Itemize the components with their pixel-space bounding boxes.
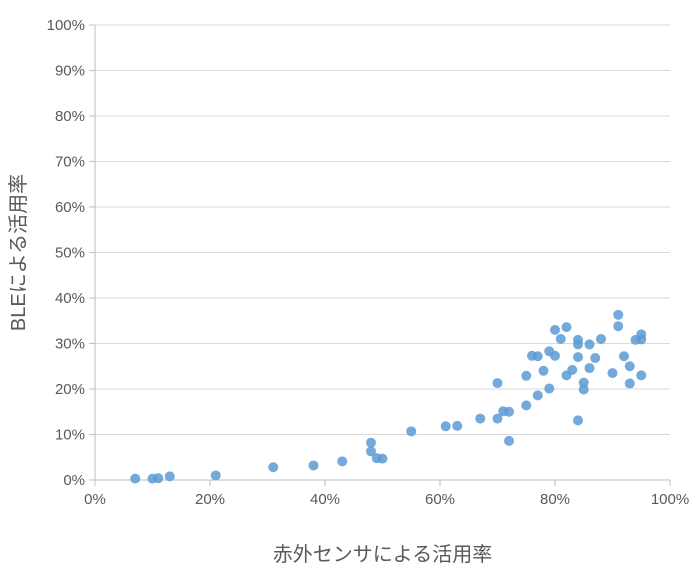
data-point xyxy=(378,454,388,464)
data-point xyxy=(573,352,583,362)
data-point xyxy=(556,334,566,344)
data-point xyxy=(504,436,514,446)
y-tick-label: 20% xyxy=(55,381,85,398)
x-tick-label: 40% xyxy=(310,491,340,508)
y-tick-label: 60% xyxy=(55,199,85,216)
y-tick-label: 70% xyxy=(55,154,85,171)
x-axis-label: 赤外センサによる活用率 xyxy=(273,543,492,566)
data-point xyxy=(619,351,629,361)
data-point xyxy=(521,400,531,410)
data-point xyxy=(406,426,416,436)
x-tick-label: 80% xyxy=(540,491,570,508)
data-point xyxy=(441,421,451,431)
data-point xyxy=(625,361,635,371)
data-point xyxy=(567,365,577,375)
data-point xyxy=(596,334,606,344)
data-point xyxy=(539,366,549,376)
data-point xyxy=(590,353,600,363)
data-point xyxy=(613,321,623,331)
data-point xyxy=(452,421,462,431)
data-point xyxy=(550,351,560,361)
data-point xyxy=(573,415,583,425)
data-point xyxy=(153,473,163,483)
y-tick-label: 0% xyxy=(63,472,85,489)
data-point xyxy=(130,474,140,484)
data-point xyxy=(608,368,618,378)
y-tick-label: 30% xyxy=(55,336,85,353)
y-tick-label: 80% xyxy=(55,108,85,125)
data-point xyxy=(636,329,646,339)
y-tick-label: 90% xyxy=(55,63,85,80)
chart-svg: 0% 10% 20% 30% 40% 50% 60% 70% 80% 90% 100% 0% 20% 40… xyxy=(0,0,694,581)
data-point xyxy=(366,438,376,448)
data-point xyxy=(309,460,319,470)
x-tick-label: 0% xyxy=(84,491,106,508)
y-tick-label: 100% xyxy=(47,17,85,34)
data-point xyxy=(504,407,514,417)
y-axis-label: BLEによる活用率 xyxy=(7,174,30,331)
data-point xyxy=(211,470,221,480)
x-tick-label: 20% xyxy=(195,491,225,508)
data-point xyxy=(533,351,543,361)
y-tick-label: 40% xyxy=(55,290,85,307)
data-point xyxy=(585,363,595,373)
data-point xyxy=(573,335,583,345)
data-point xyxy=(625,379,635,389)
data-point xyxy=(579,378,589,388)
data-point xyxy=(562,322,572,332)
data-point xyxy=(337,456,347,466)
data-point xyxy=(475,414,485,424)
data-point xyxy=(636,370,646,380)
x-tick-label: 100% xyxy=(651,491,689,508)
y-tick-label: 10% xyxy=(55,427,85,444)
y-tick-label: 50% xyxy=(55,245,85,262)
x-tick-label: 60% xyxy=(425,491,455,508)
data-point xyxy=(544,384,554,394)
data-point xyxy=(268,462,278,472)
data-point xyxy=(493,378,503,388)
scatter-chart: 0% 10% 20% 30% 40% 50% 60% 70% 80% 90% 100% 0% 20% 40… xyxy=(0,0,694,581)
data-point xyxy=(613,310,623,320)
data-point xyxy=(533,390,543,400)
data-point xyxy=(550,325,560,335)
data-point xyxy=(585,339,595,349)
data-point xyxy=(521,371,531,381)
data-point xyxy=(165,471,175,481)
